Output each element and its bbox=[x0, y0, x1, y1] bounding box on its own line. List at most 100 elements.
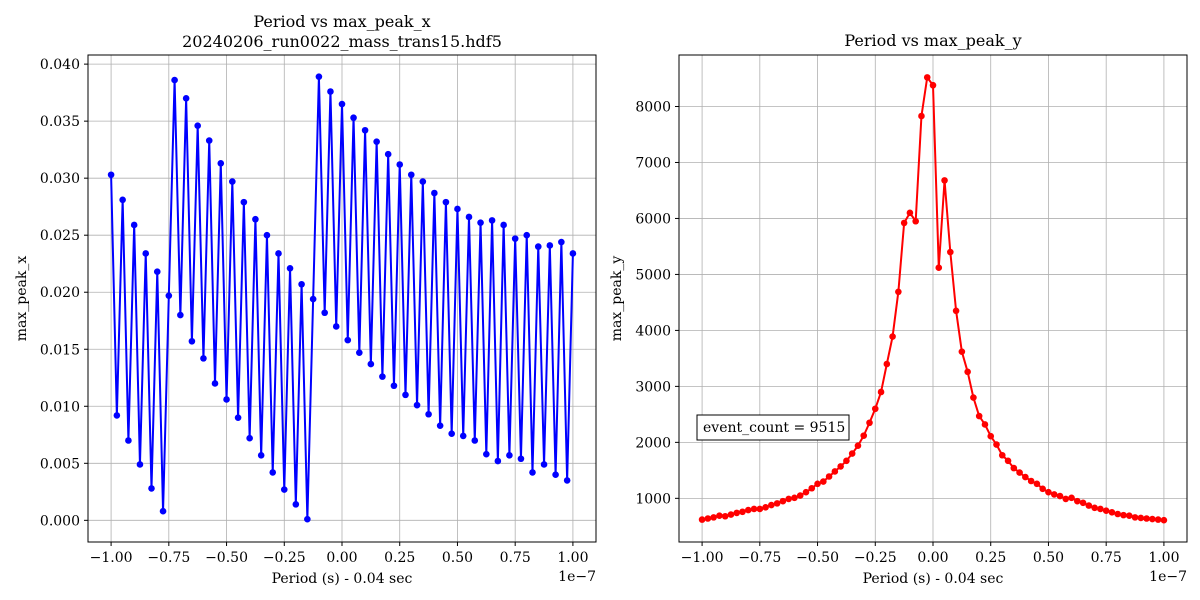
max-peak-y-data-point bbox=[773, 500, 781, 507]
max-peak-y-data-point bbox=[727, 511, 735, 518]
max-peak-x-title-line-2: 20240206_run0022_mass_trans15.hdf5 bbox=[182, 32, 502, 51]
max-peak-y-data-point bbox=[877, 388, 885, 396]
max-peak-x-data-point bbox=[344, 336, 352, 344]
max-peak-x-data-point bbox=[402, 391, 409, 399]
max-peak-y-data-point bbox=[1056, 492, 1064, 500]
max-peak-y-data-point bbox=[987, 432, 995, 440]
max-peak-x-y-tick-label: 0.040 bbox=[40, 57, 80, 73]
max-peak-x-data-point bbox=[246, 434, 253, 442]
max-peak-y-data-point bbox=[808, 484, 816, 492]
max-peak-x-data-point bbox=[327, 88, 334, 95]
max-peak-y-data-point bbox=[848, 450, 856, 457]
max-peak-x-data-point bbox=[384, 150, 392, 158]
max-peak-x-data-point bbox=[338, 100, 346, 108]
max-peak-x-x-offset-label: 1e−7 bbox=[558, 569, 596, 585]
max-peak-y-data-point bbox=[1091, 504, 1098, 512]
max-peak-y-data-point bbox=[1010, 464, 1018, 472]
max-peak-y-data-point bbox=[831, 468, 839, 475]
max-peak-y-data-point bbox=[716, 512, 723, 519]
max-peak-y-data-point bbox=[993, 441, 1000, 448]
max-peak-x-plot: −1.00 −0.75 −0.50 −0.25 0.00 0.25 0.50 0.75 1.00… bbox=[14, 12, 597, 587]
max-peak-y-data-point bbox=[1143, 515, 1150, 522]
max-peak-y-data-point bbox=[739, 508, 746, 516]
max-peak-x-data-point bbox=[459, 432, 467, 440]
max-peak-y-plot: −1.00 −0.75 −0.50 −0.25 0.00 0.25 0.50 0.75 1.00… bbox=[609, 31, 1188, 587]
max-peak-x-data-point bbox=[379, 373, 386, 380]
max-peak-y-data-point bbox=[1125, 512, 1133, 519]
max-peak-y-x-tick-label: −1.00 bbox=[681, 550, 724, 566]
max-peak-x-data-point bbox=[488, 217, 496, 224]
max-peak-x-title-line-1: Period vs max_peak_x bbox=[253, 12, 430, 31]
max-peak-y-y-tick-label: 8000 bbox=[635, 99, 671, 115]
max-peak-x-data-point bbox=[540, 461, 548, 468]
max-peak-y-data-point bbox=[952, 307, 960, 315]
max-peak-x-data-point bbox=[477, 219, 484, 226]
max-peak-x-data-point bbox=[350, 114, 357, 122]
max-peak-y-grid bbox=[679, 55, 1187, 542]
max-peak-x-x-tick-label: 0.00 bbox=[326, 550, 357, 566]
max-peak-y-y-tick-label: 5000 bbox=[635, 267, 671, 283]
max-peak-y-data-point bbox=[1074, 497, 1081, 505]
max-peak-y-data-point bbox=[750, 505, 758, 513]
max-peak-x-x-tick-label: −0.25 bbox=[263, 550, 306, 566]
max-peak-y-data-point bbox=[854, 442, 862, 450]
max-peak-y-data-point bbox=[1149, 515, 1156, 523]
max-peak-x-data-point bbox=[332, 323, 340, 330]
max-peak-y-data-point bbox=[733, 509, 741, 517]
max-peak-y-data-point bbox=[1085, 502, 1093, 509]
max-peak-y-y-tick-label: 7000 bbox=[635, 155, 671, 171]
max-peak-y-x-tick-label: −0.75 bbox=[738, 550, 781, 566]
max-peak-x-data-point bbox=[194, 122, 201, 130]
max-peak-x-y-tick-label: 0.000 bbox=[40, 513, 80, 529]
max-peak-y-data-point bbox=[698, 516, 706, 523]
max-peak-x-x-axis-label: Period (s) - 0.04 sec bbox=[272, 571, 413, 587]
max-peak-y-data-point bbox=[975, 412, 983, 420]
max-peak-x-x-ticks: −1.00 −0.75 −0.50 −0.25 0.00 0.25 0.50 0.75 1.00 bbox=[90, 542, 588, 566]
max-peak-x-data-point bbox=[252, 215, 259, 223]
max-peak-x-data-point bbox=[390, 382, 398, 390]
max-peak-y-data-point bbox=[1033, 480, 1041, 488]
max-peak-x-data-point bbox=[448, 430, 455, 437]
max-peak-y-x-axis-label: Period (s) - 0.04 sec bbox=[863, 571, 1004, 587]
max-peak-x-y-tick-label: 0.020 bbox=[40, 285, 80, 301]
max-peak-y-data-point bbox=[1027, 477, 1035, 485]
max-peak-y-data-point bbox=[871, 405, 879, 413]
max-peak-x-data-point bbox=[165, 292, 173, 299]
max-peak-x-data-point bbox=[454, 205, 461, 213]
max-peak-x-data-point bbox=[436, 422, 444, 429]
max-peak-y-data-point bbox=[721, 512, 729, 520]
max-peak-x-data-point bbox=[304, 515, 311, 523]
max-peak-y-data-point bbox=[820, 478, 827, 485]
event-count-annotation-box bbox=[696, 414, 850, 441]
max-peak-y-data-point bbox=[1062, 495, 1070, 503]
max-peak-y-data-point bbox=[970, 394, 977, 401]
max-peak-x-data-point bbox=[275, 250, 282, 257]
max-peak-y-data-point bbox=[796, 492, 804, 499]
max-peak-x-data-point bbox=[298, 280, 305, 288]
max-peak-x-data-point bbox=[309, 295, 317, 303]
event-count-annotation-text: event_count = 9515 bbox=[703, 420, 845, 436]
max-peak-x-x-tick-label: 0.50 bbox=[442, 550, 473, 566]
max-peak-y-data-point bbox=[1045, 488, 1052, 496]
max-peak-x-x-tick-label: −0.75 bbox=[147, 550, 190, 566]
max-peak-x-data-point bbox=[534, 243, 542, 250]
max-peak-y-data-point bbox=[866, 419, 873, 427]
max-peak-x-data-point bbox=[321, 309, 328, 317]
event-count-annotation: event_count = 9515 bbox=[696, 414, 850, 441]
max-peak-y-data-point bbox=[929, 81, 937, 89]
max-peak-y-data-point bbox=[918, 112, 925, 120]
max-peak-x-y-tick-label: 0.025 bbox=[40, 228, 80, 244]
max-peak-x-data-point bbox=[506, 452, 513, 459]
max-peak-y-markers bbox=[698, 74, 1168, 524]
max-peak-y-y-ticks: 1000 2000 3000 4000 5000 6000 7000 8000 bbox=[635, 99, 679, 507]
max-peak-x-y-tick-label: 0.010 bbox=[40, 399, 80, 415]
max-peak-y-data-point bbox=[1022, 473, 1029, 481]
max-peak-x-data-point bbox=[107, 171, 115, 179]
max-peak-x-data-point bbox=[373, 138, 380, 145]
max-peak-y-data-point bbox=[981, 421, 989, 428]
max-peak-y-data-point bbox=[704, 515, 712, 522]
max-peak-x-data-point bbox=[442, 198, 450, 206]
max-peak-y-data-point bbox=[941, 177, 948, 184]
max-peak-x-data-point bbox=[431, 189, 438, 197]
max-peak-x-data-point bbox=[315, 73, 323, 80]
